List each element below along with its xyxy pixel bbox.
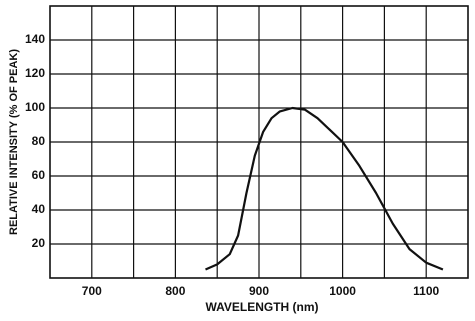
y-tick-label: 100 (25, 100, 45, 114)
x-tick-label: 900 (249, 284, 269, 298)
y-axis-label: RELATIVE INTENSITY (% OF PEAK) (8, 49, 20, 235)
data-line (205, 106, 444, 271)
y-tick-label: 140 (25, 32, 45, 46)
y-tick-label: 80 (32, 134, 46, 148)
x-tick-label: 1000 (329, 284, 356, 298)
x-axis-label: WAVELENGTH (nm) (205, 300, 318, 314)
y-tick-label: 40 (32, 202, 46, 216)
y-tick-label: 60 (32, 168, 46, 182)
x-tick-label: 800 (165, 284, 185, 298)
y-tick-label: 20 (32, 236, 46, 250)
x-tick-label: 1100 (413, 284, 439, 298)
x-tick-label: 700 (82, 284, 102, 298)
y-tick-label: 120 (25, 66, 45, 80)
